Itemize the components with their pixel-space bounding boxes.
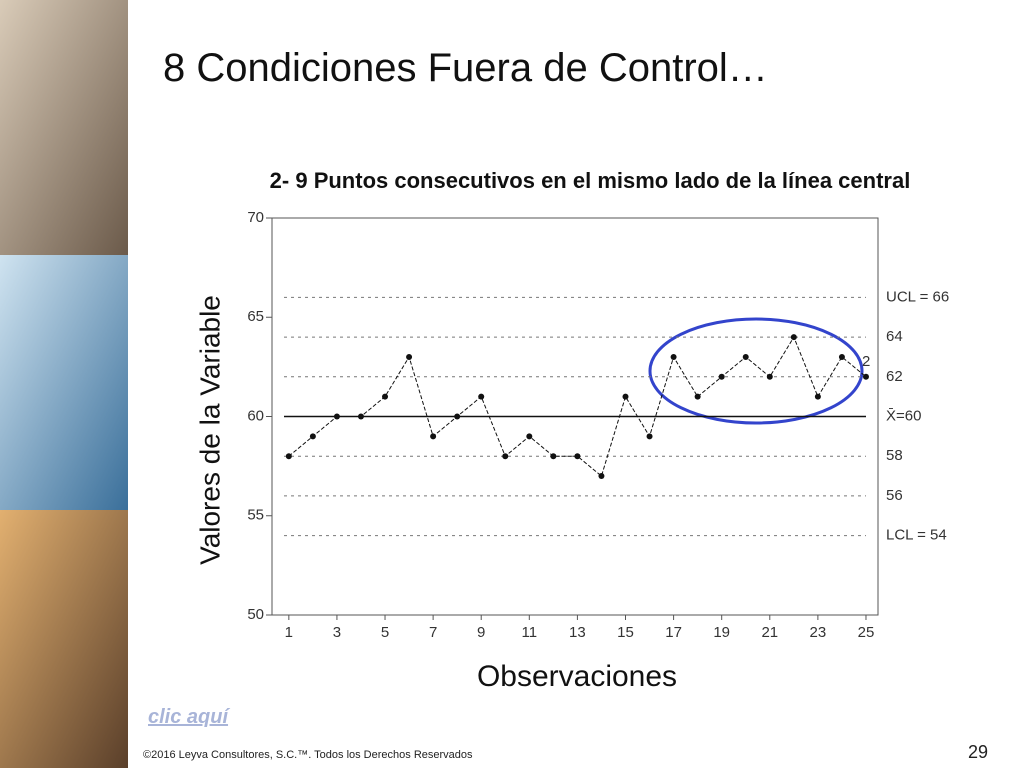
- data-point: [814, 393, 821, 400]
- footer: ©2016 Leyva Consultores, S.C.™. Todos lo…: [143, 749, 473, 761]
- photo: [0, 255, 128, 510]
- page-number: 29: [968, 742, 989, 762]
- data-point: [694, 393, 701, 400]
- data-point: [285, 453, 292, 460]
- y-tick-label: 65: [247, 308, 264, 325]
- chart-title: 2- 9 Puntos consecutivos en el mismo lad…: [269, 168, 911, 193]
- data-point: [838, 353, 845, 360]
- data-point: [478, 393, 485, 400]
- reference-label: 62: [886, 368, 903, 385]
- y-tick-label: 55: [247, 507, 264, 524]
- data-point: [670, 353, 677, 360]
- data-point: [406, 353, 413, 360]
- y-tick-label: 70: [247, 209, 264, 226]
- data-point: [502, 453, 509, 460]
- x-tick-label: 17: [665, 624, 682, 641]
- data-point: [454, 413, 461, 420]
- data-point: [357, 413, 364, 420]
- reference-label: 56: [886, 487, 903, 504]
- data-point: [646, 433, 653, 440]
- data-point: [598, 473, 605, 480]
- y-axis-label: Valores de la Variable: [194, 295, 225, 565]
- data-point: [574, 453, 581, 460]
- x-tick-label: 11: [522, 624, 538, 641]
- x-tick-label: 21: [761, 624, 778, 641]
- data-point: [382, 393, 389, 400]
- photo: [0, 510, 128, 768]
- data-point: [862, 373, 869, 380]
- y-tick-label: 50: [247, 606, 264, 623]
- x-tick-label: 19: [713, 624, 730, 641]
- reference-label: X̄=60: [886, 407, 921, 424]
- reference-label: 58: [886, 447, 903, 464]
- data-point: [742, 353, 749, 360]
- y-tick-label: 60: [247, 407, 264, 424]
- data-point: [309, 433, 316, 440]
- data-point: [766, 373, 773, 380]
- x-tick-label: 23: [810, 624, 827, 641]
- data-point: [333, 413, 340, 420]
- reference-label: 64: [886, 328, 903, 345]
- data-point: [430, 433, 437, 440]
- data-point: [550, 453, 557, 460]
- x-tick-label: 1: [285, 624, 293, 641]
- annotation: 2: [862, 353, 870, 370]
- photo: [0, 0, 128, 255]
- link[interactable]: clic aquí: [148, 706, 229, 728]
- x-tick-label: 5: [381, 624, 389, 641]
- reference-label: LCL = 54: [886, 527, 947, 544]
- x-tick-label: 15: [617, 624, 634, 641]
- x-tick-label: 3: [333, 624, 341, 641]
- reference-label: UCL = 66: [886, 288, 949, 305]
- x-tick-label: 9: [477, 624, 485, 641]
- highlight: [648, 317, 864, 425]
- x-axis-label: Observaciones: [477, 660, 677, 693]
- x-tick-label: 25: [858, 624, 875, 641]
- data-point: [526, 433, 533, 440]
- x-tick-label: 7: [429, 624, 437, 641]
- slide-title: 8 Condiciones Fuera de Control…: [163, 46, 768, 90]
- data-point: [622, 393, 629, 400]
- data-point: [790, 334, 797, 341]
- x-tick-label: 13: [569, 624, 586, 641]
- data-point: [718, 373, 725, 380]
